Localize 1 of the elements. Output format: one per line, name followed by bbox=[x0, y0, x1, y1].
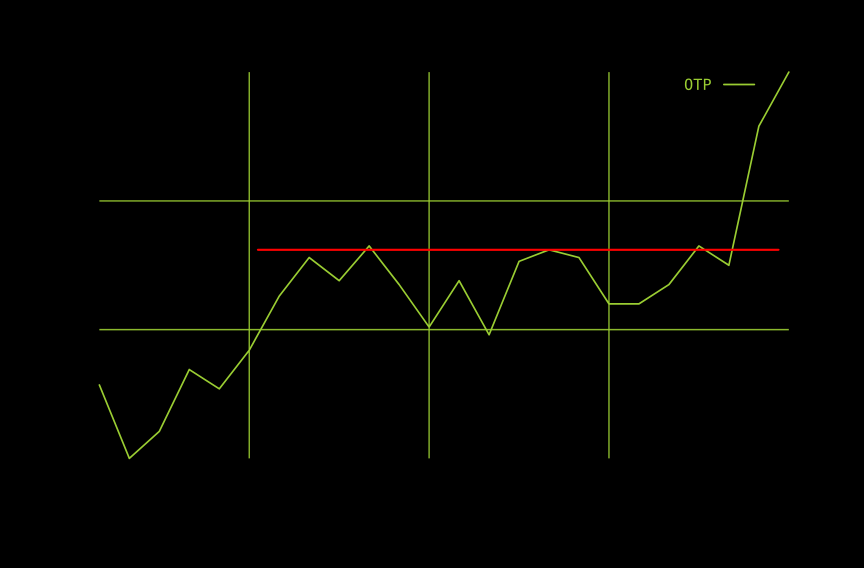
legend-label: OTP bbox=[684, 78, 711, 90]
